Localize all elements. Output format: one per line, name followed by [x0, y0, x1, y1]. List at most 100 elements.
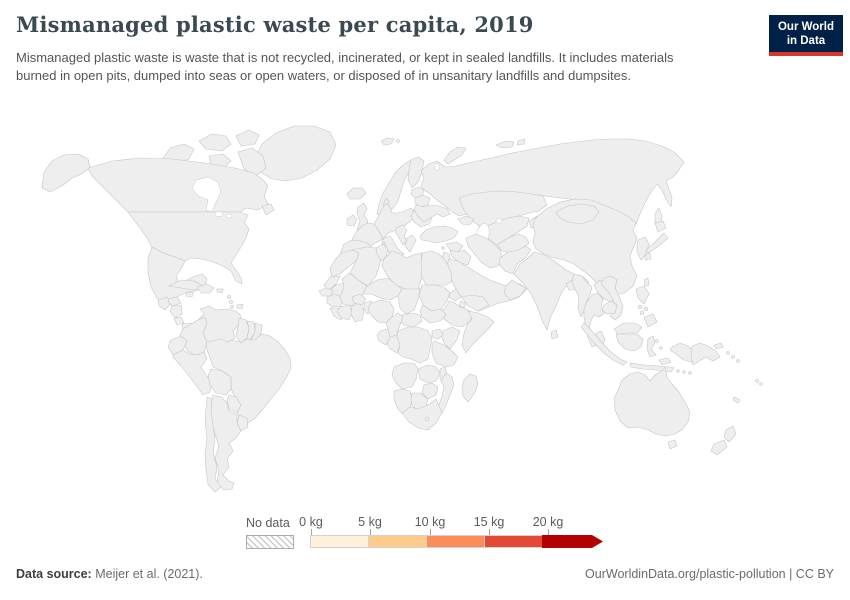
country-lesser-antilles[interactable] — [227, 295, 234, 309]
country-pakistan[interactable] — [498, 245, 532, 275]
country-syria[interactable] — [445, 241, 464, 253]
country-belarus[interactable] — [414, 194, 431, 208]
country-mexico[interactable] — [147, 246, 208, 306]
country-oman[interactable] — [503, 279, 527, 301]
country-angola[interactable] — [391, 362, 419, 390]
country-venezuela[interactable] — [197, 305, 242, 343]
country-new-britain[interactable] — [713, 342, 724, 350]
country-iraq[interactable] — [449, 249, 472, 266]
country-finland[interactable] — [407, 156, 425, 189]
country-congo[interactable] — [386, 334, 402, 354]
data-source-value: Meijer et al. (2021). — [91, 567, 203, 581]
legend-swatch-15-20kg[interactable] — [484, 535, 543, 548]
country-new-caledonia[interactable] — [732, 396, 741, 404]
legend-tick-mark — [430, 529, 431, 535]
country-ethiopia[interactable] — [441, 300, 475, 328]
country-burkina-faso[interactable] — [351, 293, 367, 306]
country-caucasus[interactable] — [457, 215, 475, 226]
country-somalia[interactable] — [461, 310, 495, 354]
country-dr-congo[interactable] — [396, 326, 433, 364]
legend-swatch-10-15kg[interactable] — [426, 535, 485, 548]
country-vietnam[interactable] — [600, 275, 624, 321]
country-western-sahara[interactable] — [323, 275, 341, 292]
country-nicaragua[interactable] — [169, 304, 183, 319]
country-peru[interactable] — [172, 349, 213, 396]
country-svalbard[interactable] — [380, 137, 400, 146]
legend-swatch-5-10kg[interactable] — [368, 535, 427, 548]
country-papua-new-guinea[interactable] — [690, 342, 721, 366]
country-cyprus[interactable] — [441, 246, 445, 250]
great-lakes — [225, 213, 233, 219]
country-fiji[interactable] — [755, 379, 763, 386]
country-ghana[interactable] — [350, 303, 365, 323]
legend-no-data-label: No data — [246, 516, 290, 530]
country-trinidad[interactable] — [236, 303, 244, 310]
country-cambodia[interactable] — [601, 300, 618, 315]
country-lesotho[interactable] — [424, 416, 430, 422]
country-jamaica[interactable] — [185, 291, 194, 298]
legend-tick-label-1: 5 kg — [358, 515, 382, 529]
country-guatemala[interactable] — [157, 296, 172, 311]
country-argentina[interactable] — [210, 394, 242, 491]
country-madagascar[interactable] — [461, 373, 479, 403]
country-new-zealand[interactable] — [710, 425, 737, 456]
country-uganda[interactable] — [431, 328, 444, 340]
country-canada[interactable] — [87, 129, 275, 216]
country-guinea[interactable] — [326, 293, 344, 308]
country-ireland[interactable] — [346, 214, 358, 227]
country-suriname[interactable] — [246, 320, 256, 341]
country-greenland[interactable] — [254, 125, 337, 182]
country-iceland[interactable] — [346, 187, 367, 200]
country-cote-divoire[interactable] — [336, 304, 353, 321]
country-philippines[interactable] — [635, 285, 658, 328]
country-algeria[interactable] — [349, 246, 383, 287]
page-title: Mismanaged plastic waste per capita, 201… — [16, 12, 534, 37]
country-french-guiana[interactable] — [250, 322, 263, 341]
legend-no-data-swatch[interactable] — [246, 535, 294, 549]
country-japan[interactable] — [644, 220, 669, 261]
country-egypt[interactable] — [420, 250, 453, 286]
country-mongolia[interactable] — [555, 203, 600, 225]
country-bolivia[interactable] — [207, 368, 232, 396]
legend-swatch-20plus-arrow[interactable] — [542, 535, 603, 548]
white-sea — [434, 163, 440, 171]
country-timor-leste[interactable] — [658, 357, 672, 366]
country-costa-rica[interactable] — [173, 316, 185, 326]
owid-credit-link[interactable]: OurWorldinData.org/plastic-pollution | C… — [585, 567, 834, 581]
country-taiwan[interactable] — [643, 277, 650, 287]
country-turkey[interactable] — [419, 225, 459, 244]
country-uruguay[interactable] — [236, 414, 249, 432]
country-eritrea[interactable] — [448, 288, 462, 302]
country-tanzania[interactable] — [431, 340, 459, 368]
country-australia[interactable] — [613, 366, 691, 450]
country-kazakhstan[interactable] — [458, 190, 548, 227]
country-sudan[interactable] — [418, 284, 451, 312]
country-chile[interactable] — [204, 396, 222, 493]
country-ukraine[interactable] — [413, 204, 451, 223]
country-paraguay[interactable] — [226, 394, 242, 414]
country-zambia[interactable] — [417, 364, 441, 384]
legend-swatch-0-5kg[interactable] — [310, 535, 369, 548]
country-guyana[interactable] — [235, 317, 250, 344]
country-sri-lanka[interactable] — [550, 329, 559, 340]
country-zimbabwe[interactable] — [421, 382, 439, 400]
country-senegal[interactable] — [318, 287, 334, 297]
country-western-balkans[interactable] — [395, 224, 408, 246]
country-solomon-islands[interactable] — [726, 351, 740, 363]
country-kenya[interactable] — [441, 326, 461, 350]
country-chad[interactable] — [397, 287, 421, 315]
country-haiti-dominican-republic[interactable] — [196, 283, 215, 294]
country-china[interactable] — [532, 198, 638, 297]
owid-logo-line2: in Data — [786, 35, 826, 47]
country-united-states[interactable] — [41, 153, 250, 285]
country-south-sudan[interactable] — [419, 304, 447, 324]
country-south-africa[interactable] — [401, 398, 443, 431]
chart-subtitle: Mismanaged plastic waste is waste that i… — [16, 50, 674, 84]
country-djibouti[interactable] — [458, 300, 467, 309]
country-korea[interactable] — [636, 236, 650, 261]
country-puerto-rico[interactable] — [216, 288, 224, 294]
country-honduras[interactable] — [167, 296, 182, 307]
country-gabon[interactable] — [376, 328, 391, 346]
country-yemen[interactable] — [461, 294, 490, 312]
owid-logo[interactable]: Our World in Data — [769, 15, 843, 56]
